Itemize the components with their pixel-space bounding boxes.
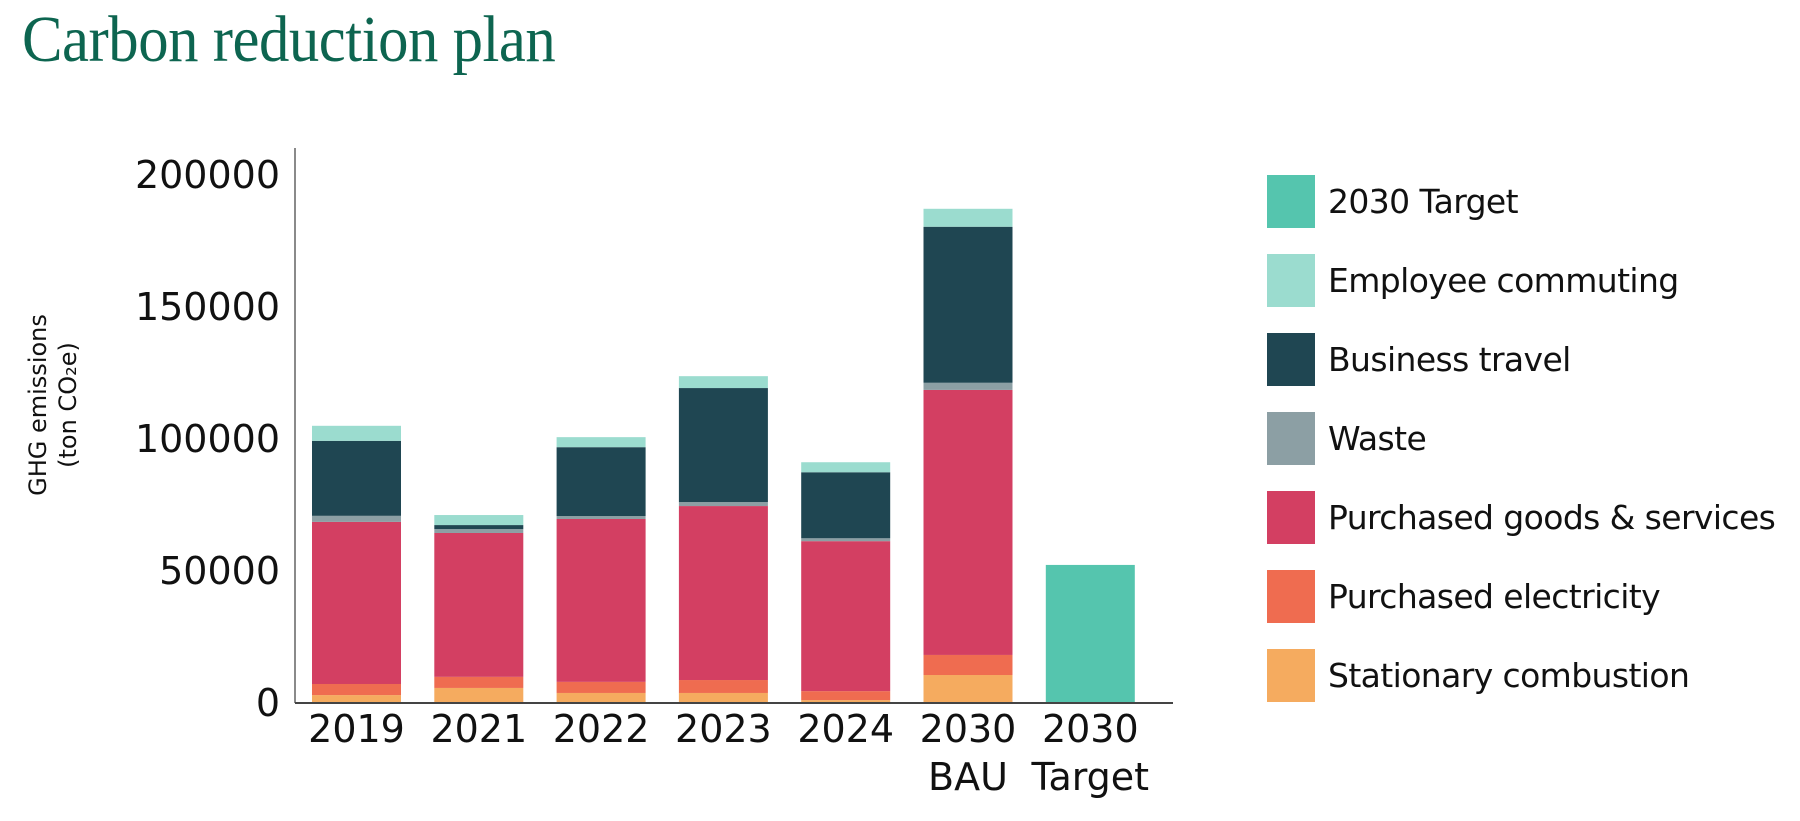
bar-segment — [312, 683, 401, 696]
bars — [312, 208, 1135, 703]
bar-segment — [678, 502, 768, 507]
bar-stack — [1045, 564, 1135, 703]
bar-segment — [434, 676, 524, 688]
legend-label: Purchased goods & services — [1328, 498, 1776, 537]
y-axis-label: GHG emissions (ton CO₂e) — [24, 314, 82, 496]
y-axis-ticks: 0 50000 100000 150000 200000 — [135, 153, 280, 725]
bar-segment — [312, 695, 401, 703]
legend-label: Business travel — [1328, 340, 1571, 379]
x-tick-label: 2030 — [1042, 707, 1139, 751]
legend-item: Purchased goods & services — [1267, 491, 1776, 544]
x-tick-label: BAU — [928, 755, 1008, 799]
bar-segment — [678, 506, 768, 681]
bar-stack — [801, 462, 891, 703]
x-tick-label: 2023 — [675, 707, 772, 751]
bar-segment — [678, 388, 768, 503]
bar-segment — [434, 687, 524, 703]
legend: 2030 Target Employee commuting Business tr… — [1267, 175, 1776, 728]
bar-segment — [312, 515, 401, 522]
legend-swatch — [1267, 333, 1315, 386]
y-axis-label-line: GHG emissions — [24, 314, 52, 496]
y-tick-label: 0 — [256, 681, 280, 725]
bar-segment — [923, 208, 1013, 227]
legend-label: Stationary combustion — [1328, 656, 1690, 695]
legend-item: Waste — [1267, 412, 1775, 465]
bar-segment — [556, 518, 646, 682]
bar-segment — [312, 521, 401, 684]
x-tick-label: 2022 — [553, 707, 650, 751]
bar-segment — [556, 681, 646, 693]
bar-segment — [801, 472, 891, 539]
legend-item: Purchased electricity — [1267, 570, 1775, 623]
bar-segment — [801, 541, 891, 692]
y-tick-label: 100000 — [135, 417, 280, 461]
x-tick-label: 2024 — [797, 707, 894, 751]
bar-segment — [678, 692, 768, 703]
bar-segment — [556, 692, 646, 703]
bar-segment — [434, 515, 524, 526]
bar-segment — [923, 382, 1013, 390]
legend-label: 2030 Target — [1328, 182, 1519, 221]
bar-segment — [923, 654, 1013, 676]
bar-stack — [678, 376, 768, 703]
bar-segment — [312, 425, 401, 441]
legend-item: Employee commuting — [1267, 254, 1775, 307]
legend-swatch — [1267, 175, 1315, 228]
x-tick-label: 2021 — [430, 707, 527, 751]
legend-swatch — [1267, 254, 1315, 307]
bar-segment — [801, 538, 891, 542]
legend-swatch — [1267, 570, 1315, 623]
legend-label: Waste — [1328, 419, 1427, 458]
bar-segment — [556, 437, 646, 448]
bar-segment — [678, 376, 768, 389]
legend-item: Business travel — [1267, 333, 1775, 386]
legend-swatch — [1267, 491, 1315, 544]
legend-swatch — [1267, 412, 1315, 465]
bar-segment — [801, 700, 891, 703]
legend-label: Employee commuting — [1328, 261, 1679, 300]
bar-segment — [923, 389, 1013, 655]
bar-segment — [556, 516, 646, 519]
bar-segment — [556, 447, 646, 517]
x-tick-label: 2030 — [920, 707, 1017, 751]
page-title: Carbon reduction plan — [22, 3, 556, 76]
bar-segment — [434, 525, 524, 530]
legend-item: Stationary combustion — [1267, 649, 1775, 702]
bar-stack — [556, 437, 646, 703]
x-tick-label: Target — [1031, 755, 1150, 799]
y-tick-label: 200000 — [135, 153, 280, 197]
legend-label: Purchased electricity — [1328, 577, 1661, 616]
bar-segment — [923, 226, 1013, 383]
bar-stack — [312, 425, 401, 703]
bar-segment — [434, 532, 524, 677]
y-axis-label-line: (ton CO₂e) — [54, 342, 82, 468]
bar-segment — [801, 462, 891, 473]
bar-segment — [312, 440, 401, 516]
bar-segment — [923, 675, 1013, 703]
bar-segment — [678, 680, 768, 693]
x-tick-label: 2019 — [308, 707, 405, 751]
bar-segment — [434, 529, 524, 533]
legend-swatch — [1267, 649, 1315, 702]
bar-stack — [923, 208, 1013, 703]
legend-item: 2030 Target — [1267, 175, 1775, 228]
bar-segment — [1045, 564, 1135, 703]
y-tick-label: 150000 — [135, 285, 280, 329]
y-tick-label: 50000 — [159, 549, 280, 593]
bar-stack — [434, 515, 524, 703]
bar-segment — [801, 691, 891, 701]
